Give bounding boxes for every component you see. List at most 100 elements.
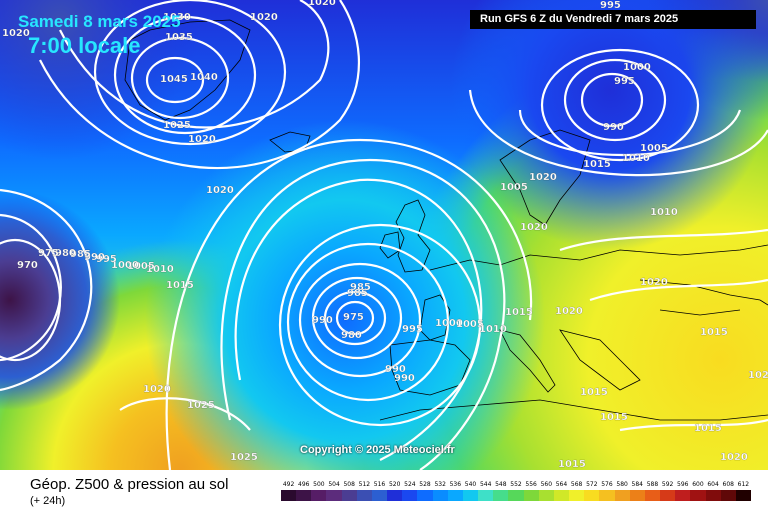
legend-item: 492 (281, 480, 297, 501)
legend-label: 564 (555, 481, 568, 488)
legend-label: 508 (343, 481, 355, 488)
isobar-label: 990 (603, 122, 624, 133)
legend-label: 576 (601, 481, 613, 488)
isobar-label: 1030 (163, 12, 191, 23)
isobar-1010-n (468, 89, 768, 177)
isobar-label: 1020 (520, 222, 548, 233)
legend-swatch (538, 490, 554, 501)
isobar-1020-north (39, 0, 360, 169)
legend-item: 608 (720, 480, 736, 501)
isobar-1005-n (518, 109, 742, 157)
isobar-label: 1020 (748, 370, 768, 381)
isobar-1020-e2 (589, 278, 768, 302)
legend-label: 604 (707, 481, 719, 488)
z500-west-low (0, 0, 768, 470)
black-sea-south-coast (659, 309, 741, 316)
forecast-date: Samedi 8 mars 2025 (18, 12, 181, 31)
isobar-label: 985 (347, 288, 368, 299)
isobar-label: 1020 (2, 28, 30, 39)
legend-label: 528 (419, 481, 431, 488)
isobar-1045 (145, 56, 205, 104)
legend-swatch (478, 490, 494, 501)
legend-swatch (690, 490, 706, 501)
isobar-1035 (113, 15, 257, 135)
legend-item: 556 (523, 480, 539, 501)
isobar-label: 1015 (580, 387, 608, 398)
isobar-label: 1005 (127, 261, 155, 272)
legend-swatch (523, 490, 539, 501)
isobar-label: 980 (341, 330, 362, 341)
isobar-label: 1015 (694, 423, 722, 434)
legend-item: 560 (538, 480, 554, 501)
legend-item: 576 (599, 480, 615, 501)
isobar-label: 975 (38, 248, 59, 259)
isobar-label: 1020 (555, 306, 583, 317)
legend-swatch (660, 490, 676, 501)
legend-label: 608 (722, 481, 734, 488)
isobar-label: 1020 (640, 277, 668, 288)
isobar-label: 1015 (583, 159, 611, 170)
isobar-label: 995 (614, 76, 635, 87)
isobar-label: 1015 (600, 412, 628, 423)
legend-label: 496 (298, 481, 310, 488)
legend-swatch (356, 490, 372, 501)
legend-item: 504 (326, 480, 342, 501)
isobar-label: 1000 (111, 260, 139, 271)
legend-label: 588 (646, 481, 659, 488)
north-europe-coast (429, 244, 768, 271)
black-sea-north-coast (639, 279, 768, 306)
legend-label: 516 (373, 481, 386, 488)
legend-swatch (493, 490, 509, 501)
isobar-label: 980 (55, 248, 76, 259)
isobar-label: 1015 (700, 327, 728, 338)
legend-item: 508 (341, 480, 357, 501)
isobar-label: 1045 (160, 74, 188, 85)
isobar-label: 990 (312, 315, 333, 326)
iceland-coast (269, 131, 311, 153)
isobar-label: 990 (84, 252, 105, 263)
legend-item: 592 (660, 480, 676, 501)
legend-item: 552 (508, 480, 524, 501)
legend-label: 572 (586, 481, 598, 488)
isobar-1000-n (540, 48, 700, 162)
isobar-1010 (220, 158, 506, 470)
legend-label: 520 (388, 481, 401, 488)
legend-label: 504 (328, 481, 340, 488)
isobar-1015-se (619, 418, 768, 432)
legend-item: 604 (705, 480, 721, 501)
legend-swatch (311, 490, 327, 501)
isobar-1040 (130, 36, 230, 120)
isobar-label: 1005 (640, 143, 668, 154)
legend-swatch (599, 490, 615, 501)
isobar-label: 1020 (529, 172, 557, 183)
legend-label: 600 (692, 481, 704, 488)
legend-label: 612 (737, 481, 750, 488)
legend-swatch (675, 490, 691, 501)
legend-item: 524 (402, 480, 418, 501)
map-title: Géop. Z500 & pression au sol (30, 476, 229, 493)
legend-item: 568 (569, 480, 585, 501)
isobar-label: 985 (70, 249, 91, 260)
legend-item: 528 (417, 480, 433, 501)
isobar-label: 990 (394, 373, 415, 384)
footer-panel: Géop. Z500 & pression au sol (+ 24h) (0, 470, 768, 512)
isobar-label: 1020 (308, 0, 336, 8)
legend-item: 544 (478, 480, 494, 501)
great-britain-coast (395, 199, 431, 273)
run-info-banner: Run GFS 6 Z du Vendredi 7 mars 2025 (470, 10, 756, 29)
isobar-label: 1020 (720, 452, 748, 463)
color-legend: 492 496 500 504 508 512 516 520 524 528 532 536 540 5… (281, 480, 751, 508)
legend-item: 516 (371, 480, 388, 501)
legend-item: 600 (690, 480, 706, 501)
north-africa-coast (379, 399, 768, 421)
isobar-label: 1025 (163, 120, 191, 131)
isobar-label: 1000 (435, 318, 463, 329)
legend-label: 592 (661, 481, 674, 488)
isobar-990-n (580, 72, 644, 128)
legend-swatch (705, 490, 721, 501)
legend-swatch (569, 490, 585, 501)
legend-swatch (584, 490, 600, 501)
forecast-time: 7:00 locale (28, 33, 141, 58)
isobar-label: 1035 (165, 32, 193, 43)
legend-label: 500 (313, 481, 325, 488)
